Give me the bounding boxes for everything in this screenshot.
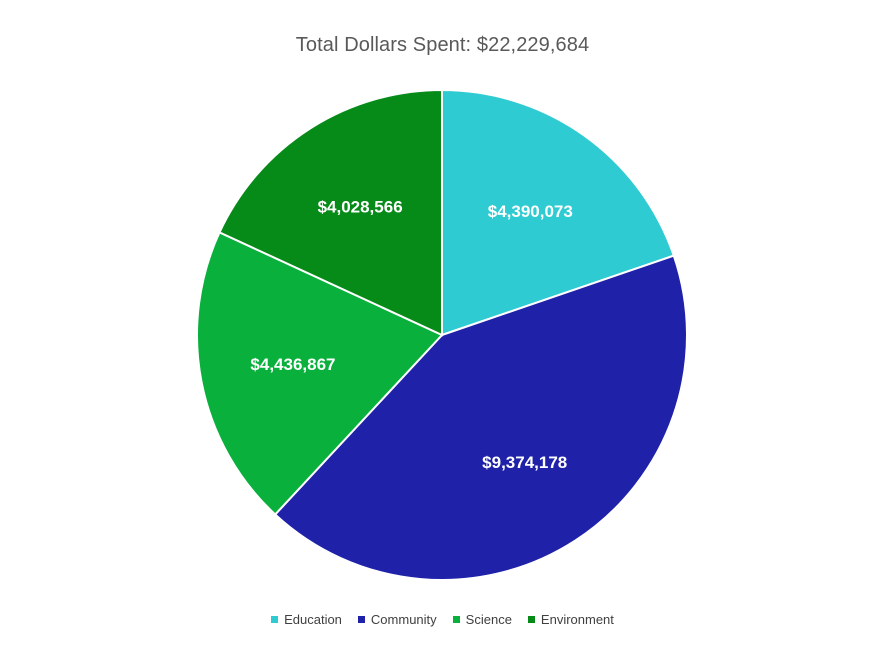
pie-data-labels: $4,390,073 $9,374,178 $4,436,867 $4,028,566 — [250, 198, 572, 472]
legend-label: Environment — [540, 612, 614, 627]
legend-label: Science — [465, 612, 512, 627]
pie-slice-science — [196, 231, 444, 516]
data-label-community: $9,374,178 — [482, 453, 567, 472]
legend-item-community: Community — [357, 612, 437, 627]
data-label-environment: $4,028,566 — [318, 198, 403, 217]
legend-item-science: Science — [452, 612, 512, 627]
legend-swatch — [527, 616, 535, 623]
legend: Education Community Science Environment — [0, 612, 885, 627]
data-label-science: $4,436,867 — [250, 355, 335, 374]
pie-slice-environment — [218, 88, 443, 337]
legend-swatch — [452, 616, 460, 623]
legend-swatch — [357, 616, 365, 623]
data-label-education: $4,390,073 — [488, 202, 573, 221]
legend-item-education: Education — [271, 612, 342, 627]
pie-slice-community — [273, 254, 688, 581]
pie-slices — [196, 88, 688, 581]
pie-slice-education — [441, 88, 676, 337]
chart-title: Total Dollars Spent: $22,229,684 — [295, 34, 590, 56]
legend-swatch — [271, 616, 279, 623]
legend-item-environment: Environment — [527, 612, 614, 627]
legend-label: Community — [370, 612, 437, 627]
legend-label: Education — [284, 612, 342, 627]
